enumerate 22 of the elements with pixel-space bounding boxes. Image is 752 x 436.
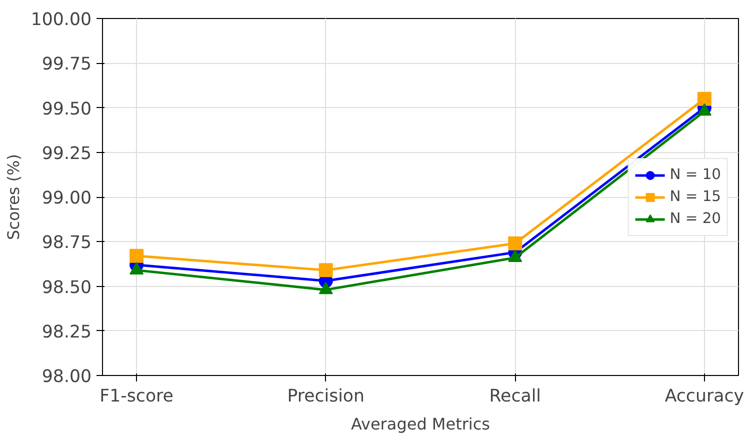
- y-tick-label: 98.75: [42, 233, 92, 254]
- legend-label: N = 10: [670, 166, 721, 183]
- point: [130, 248, 144, 263]
- legend-label: N = 15: [670, 188, 721, 205]
- y-tick-label: 98.00: [42, 367, 92, 387]
- x-tick-label: F1-score: [100, 386, 174, 406]
- y-tick-label: 100.00: [30, 10, 92, 30]
- y-tick-label: 99.50: [42, 99, 92, 120]
- y-tick-label: 99.00: [42, 188, 92, 208]
- point: [508, 236, 522, 250]
- y-tick-label: 99.75: [42, 54, 92, 75]
- y-tick-label: 98.50: [42, 278, 92, 298]
- y-tick-label: 98.25: [42, 322, 92, 342]
- x-tick-label: Precision: [287, 386, 365, 406]
- x-tick-label: Accuracy: [664, 386, 744, 406]
- x-tick-label: Recall: [489, 386, 541, 406]
- point: [697, 92, 712, 106]
- y-tick-label: 99.25: [42, 144, 92, 164]
- x-axis-title: Averaged Metrics: [350, 414, 490, 434]
- y-axis-title: Scores (%): [4, 154, 23, 240]
- legend-label: N = 20: [670, 210, 721, 227]
- point: [318, 263, 333, 278]
